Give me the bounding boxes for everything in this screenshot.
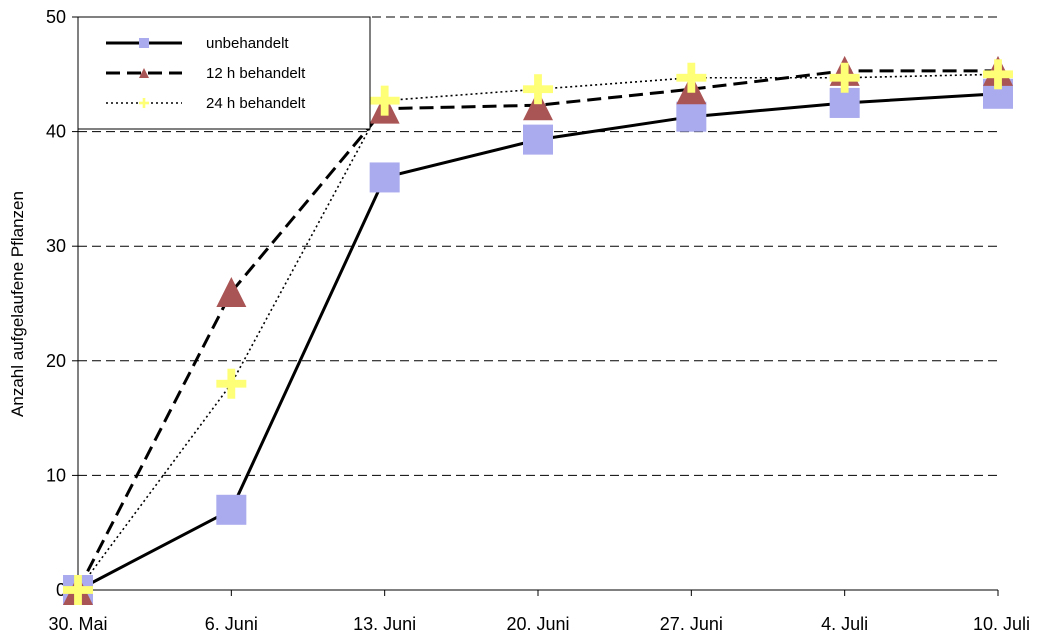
y-tick-label: 20 xyxy=(46,351,66,371)
data-point-plus xyxy=(983,59,1013,90)
x-tick-label: 4. Juli xyxy=(821,614,868,634)
data-point-plus xyxy=(523,74,553,105)
axes: 0 10 20 30 40 50 30. Mai 6. Juni 13. Juni 20. Jun… xyxy=(46,7,1030,634)
y-tick-label: 30 xyxy=(46,236,66,256)
legend-label: 24 h behandelt xyxy=(206,95,306,112)
data-point-plus xyxy=(676,62,707,93)
x-tick-label: 10. Juli xyxy=(973,614,1030,634)
y-tick-label: 40 xyxy=(46,122,66,142)
y-tick-label: 0 xyxy=(56,580,66,600)
legend: unbehandelt 12 h behandelt 24 h behandelt xyxy=(77,16,371,130)
legend-item: unbehandelt xyxy=(106,35,289,52)
legend-label: unbehandelt xyxy=(206,35,289,52)
legend-marker-triangle xyxy=(139,68,149,78)
x-tick-label: 13. Juni xyxy=(353,614,416,634)
data-point-triangle xyxy=(523,90,553,121)
legend-item: 12 h behandelt xyxy=(106,65,306,82)
data-point-square xyxy=(523,124,553,155)
data-point-square xyxy=(676,101,707,132)
y-tick-label: 50 xyxy=(46,7,66,27)
x-tick-label: 6. Juni xyxy=(205,614,258,634)
data-point-plus xyxy=(369,85,400,116)
legend-marker-square xyxy=(139,38,149,48)
legend-item: 24 h behandelt xyxy=(106,95,306,112)
data-point-square xyxy=(216,494,247,525)
y-axis-title: Anzahl aufgelaufene Pflanzen xyxy=(8,191,27,417)
y-tick-label: 10 xyxy=(46,465,66,485)
x-tick-label: 30. Mai xyxy=(48,614,107,634)
legend-marker-plus xyxy=(139,98,149,108)
data-point-square xyxy=(829,87,860,118)
x-tick-label: 27. Juni xyxy=(660,614,723,634)
legend-label: 12 h behandelt xyxy=(206,65,306,82)
data-point-plus xyxy=(63,575,93,605)
data-point-plus xyxy=(829,62,860,93)
data-point-plus xyxy=(216,368,247,399)
series-line-1 xyxy=(77,92,999,592)
series-markers xyxy=(63,55,1013,605)
data-point-triangle xyxy=(216,277,247,308)
x-tick-label: 20. Juni xyxy=(506,614,569,634)
legend-box xyxy=(77,16,371,130)
data-point-square xyxy=(369,162,400,193)
